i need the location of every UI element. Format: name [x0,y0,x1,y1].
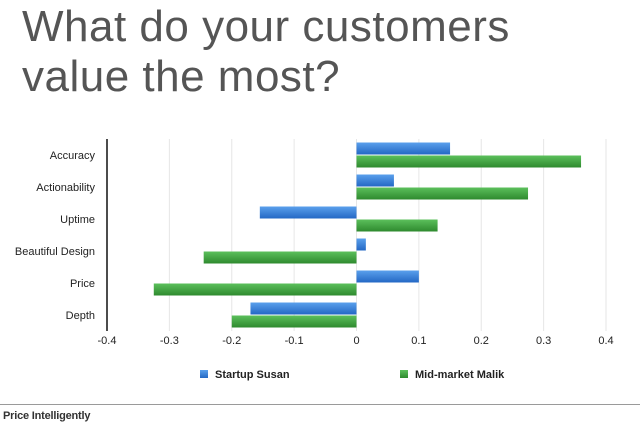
category-label: Accuracy [50,150,96,162]
footer-divider [0,404,640,405]
category-label: Actionability [36,182,95,194]
x-tick-label: 0.1 [411,335,426,347]
x-tick-label: -0.3 [160,335,179,347]
bar-actionability-series-1 [356,187,529,200]
category-label: Uptime [60,214,95,226]
legend-label: Startup Susan [215,369,290,381]
legend-swatch [400,370,408,378]
bar-price-series-0 [356,270,419,283]
bar-accuracy-series-1 [356,155,582,168]
legend-label: Mid-market Malik [415,369,505,381]
footer-brand: Price Intelligently [3,410,91,422]
x-tick-label: 0.4 [598,335,613,347]
bar-depth-series-1 [231,315,357,328]
bar-beautiful-design-series-0 [356,238,366,251]
bar-price-series-1 [153,283,357,296]
bar-beautiful-design-series-1 [203,251,357,264]
page-title-line-1: What do your customers [22,2,510,51]
gridlines [106,139,607,331]
bar-uptime-series-1 [356,219,438,232]
bar-actionability-series-0 [356,174,394,187]
category-label: Price [70,278,95,290]
x-tick-label: -0.4 [98,335,117,347]
bar-accuracy-series-0 [356,142,451,155]
x-tick-label: 0 [353,335,359,347]
page-title: What do your customers value the most? [22,2,622,102]
legend: Startup Susan Mid-market Malik [200,369,505,381]
bar-depth-series-0 [250,302,357,315]
bars [153,142,582,328]
category-label: Beautiful Design [15,246,95,258]
x-tick-label: 0.3 [536,335,551,347]
page-title-line-2: value the most? [22,52,341,101]
legend-swatch [200,370,208,378]
x-tick-label: -0.1 [285,335,304,347]
x-tick-label: 0.2 [474,335,489,347]
axis-labels: Accuracy Actionability Uptime Beautiful Des… [15,150,614,347]
category-label: Depth [66,310,95,322]
x-tick-label: -0.2 [222,335,241,347]
bar-uptime-series-0 [259,206,357,219]
